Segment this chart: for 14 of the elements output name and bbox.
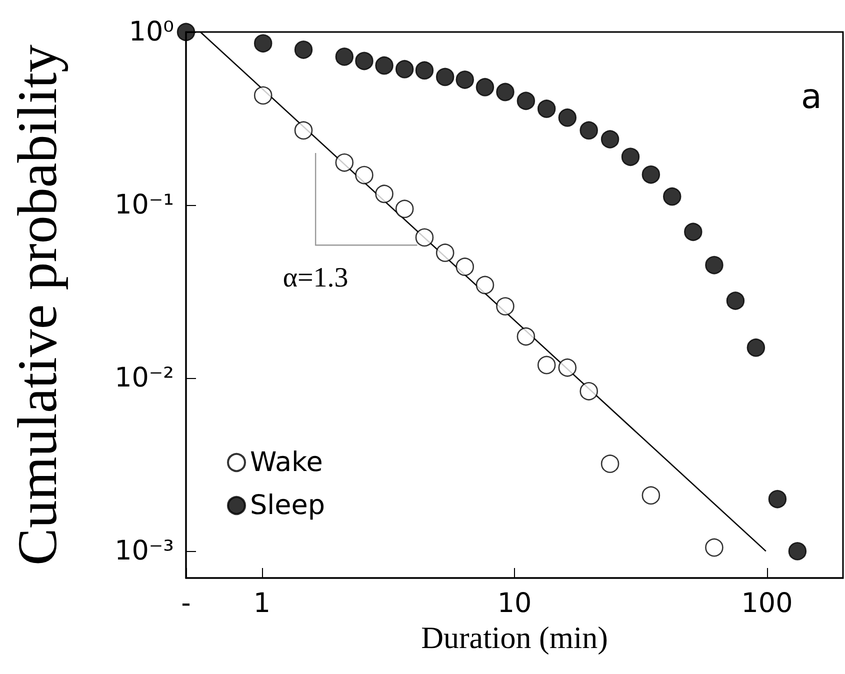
annotation: α=1.3 bbox=[282, 262, 348, 294]
x-tick-label: 100 bbox=[741, 588, 793, 619]
x-tick-label: - bbox=[181, 588, 191, 619]
y-tick-label: 10⁰ bbox=[128, 16, 174, 48]
x-tick-label: 1 bbox=[253, 588, 271, 619]
legend-label: Wake bbox=[250, 447, 323, 478]
x-axis-title: Duration (min) bbox=[421, 620, 608, 655]
legend-label: Sleep bbox=[250, 490, 326, 521]
annotation: a bbox=[801, 77, 822, 118]
y-tick-label: 10⁻² bbox=[114, 362, 174, 394]
y-axis-title: Cumulative probability bbox=[7, 44, 69, 566]
x-tick-label: 10 bbox=[497, 588, 532, 619]
y-tick-label: 10⁻³ bbox=[114, 536, 174, 567]
y-tick-label: 10⁻¹ bbox=[114, 190, 174, 221]
